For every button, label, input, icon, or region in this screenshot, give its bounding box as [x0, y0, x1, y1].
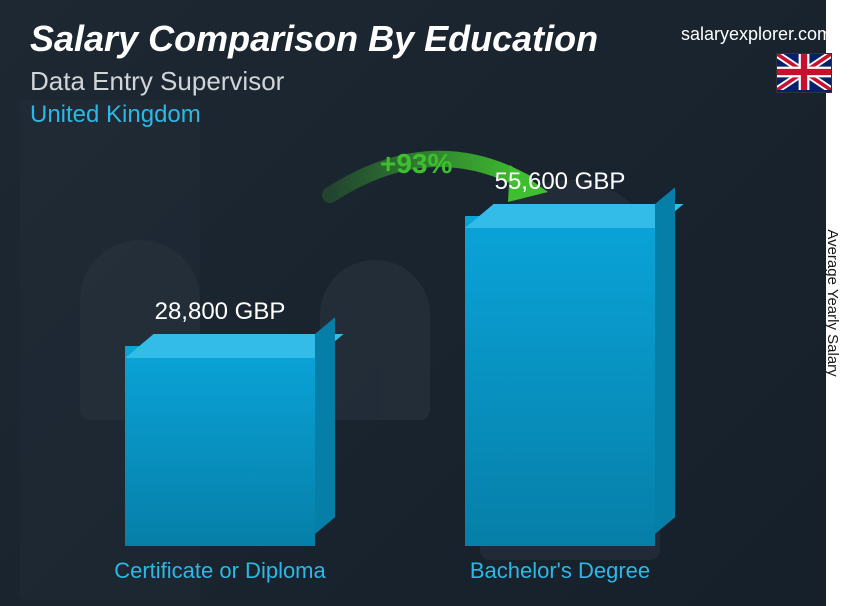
bar-top-face — [125, 334, 344, 358]
source-block: salaryexplorer.com — [681, 24, 832, 93]
bar-category-label: Certificate or Diploma — [80, 558, 360, 584]
bar-front-face — [125, 346, 315, 546]
infographic-container: Salary Comparison By Education Data Entr… — [0, 0, 850, 606]
bar-side-face — [315, 317, 335, 534]
bar-value-label: 55,600 GBP — [430, 168, 690, 196]
bar-certificate: 28,800 GBP Certificate or Diploma — [120, 346, 320, 546]
chart-country: United Kingdom — [30, 101, 820, 129]
bar-value-label: 28,800 GBP — [90, 298, 350, 326]
bar-top-face — [465, 204, 684, 228]
chart-area: 28,800 GBP Certificate or Diploma 55,600… — [60, 180, 770, 546]
y-axis-label: Average Yearly Salary — [822, 227, 843, 378]
bar-front-face — [465, 216, 655, 546]
bar-category-label: Bachelor's Degree — [420, 558, 700, 584]
bar-side-face — [655, 187, 675, 534]
bar-3d: 28,800 GBP — [125, 346, 315, 546]
bar-bachelor: 55,600 GBP Bachelor's Degree — [460, 216, 660, 546]
source-label: salaryexplorer.com — [681, 24, 832, 45]
uk-flag-icon — [776, 53, 832, 93]
bar-3d: 55,600 GBP — [465, 216, 655, 546]
